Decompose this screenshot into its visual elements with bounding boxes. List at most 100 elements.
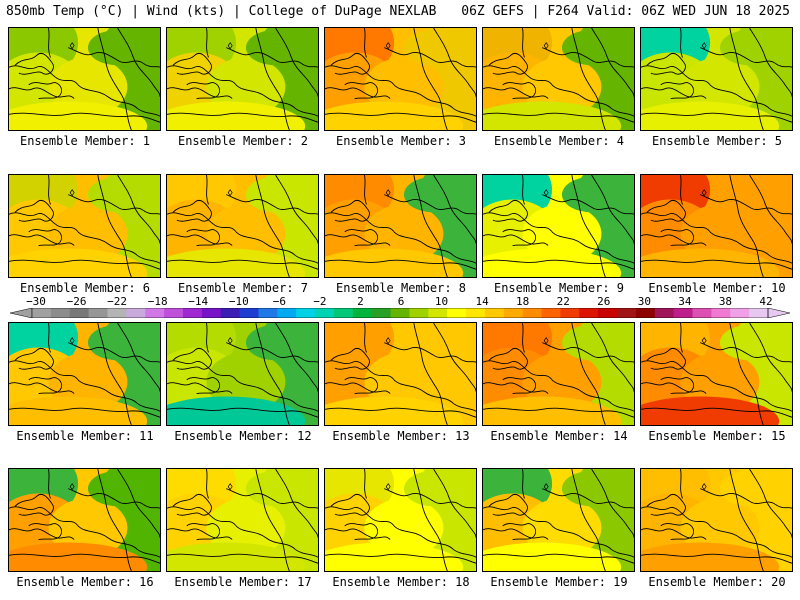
map-outline-line: [641, 528, 707, 540]
map-outline-line: [325, 87, 391, 99]
map-outline-line: [641, 65, 792, 117]
colorbar-segment: [201, 308, 222, 318]
temperature-field-region: [641, 248, 780, 277]
station-marker-icon: [227, 189, 233, 197]
colorbar-segment: [503, 308, 524, 318]
temperature-field-region: [719, 324, 780, 361]
map-outline-line: [641, 259, 792, 270]
map-outline-line: [226, 47, 318, 68]
temperature-field-region: [245, 470, 306, 507]
temperature-field-region: [167, 248, 306, 277]
map-outline-line: [68, 342, 160, 363]
colorbar-tick-label: −30: [26, 295, 46, 308]
temperature-field-region: [9, 248, 148, 277]
temperature-field-region: [87, 324, 148, 361]
colorbar-tick-label: −10: [228, 295, 249, 308]
ensemble-member-label: Ensemble Member: 18: [332, 575, 470, 589]
map-outline-line: [364, 175, 367, 205]
map-outline-line: [28, 229, 63, 247]
map-outline-line: [117, 28, 160, 97]
map-outline-line: [729, 469, 764, 571]
colorbar-segment: [182, 308, 203, 318]
map-outline-line: [641, 553, 792, 564]
colorbar-segment: [522, 308, 543, 318]
station-marker-icon: [701, 483, 707, 491]
ensemble-member-map: [640, 174, 793, 278]
map-outline-line: [591, 28, 634, 97]
map-outline-line: [167, 259, 318, 270]
temperature-field-region: [9, 396, 148, 425]
colorbar-tick-label: −26: [66, 295, 87, 308]
temperature-field-region: [719, 176, 780, 213]
map-outline-line: [413, 323, 448, 425]
temperature-field-region: [522, 498, 602, 558]
colorbar-right-arrow: [767, 308, 790, 318]
map-outline-line: [325, 360, 476, 412]
map-outline-line: [591, 323, 634, 392]
map-outline-line: [641, 212, 792, 264]
temperature-field-region: [403, 470, 464, 507]
map-outline-line: [646, 493, 686, 516]
map-outline-line: [641, 234, 707, 246]
map-outline-line: [488, 52, 528, 75]
ensemble-member-map: [8, 322, 161, 426]
map-outline-line: [9, 528, 75, 540]
map-outline-line: [542, 488, 634, 509]
map-outline-line: [28, 82, 63, 100]
colorbar-segment: [145, 308, 165, 318]
map-outline-line: [344, 377, 379, 395]
temperature-field-region: [561, 176, 622, 213]
temperature-colorbar: [10, 308, 790, 318]
ensemble-member-map: [482, 174, 635, 278]
ensemble-member-map: [324, 27, 477, 131]
temperature-field-region: [483, 248, 622, 277]
colorbar-segment: [673, 308, 694, 318]
colorbar-segment: [371, 308, 392, 318]
map-outline-line: [729, 323, 764, 425]
ensemble-member-label: Ensemble Member: 8: [335, 281, 467, 295]
map-outline-line: [364, 323, 367, 353]
temperature-map: [641, 323, 792, 425]
temperature-field-region: [325, 542, 464, 571]
map-outline-line: [167, 112, 318, 123]
map-outline-line: [97, 469, 132, 571]
map-outline-line: [167, 65, 318, 117]
map-outline-line: [488, 199, 528, 222]
colorbar-segment: [749, 308, 769, 318]
map-outline-line: [749, 323, 792, 392]
station-marker-icon: [543, 483, 549, 491]
map-outline-line: [749, 175, 792, 244]
map-outline-line: [660, 229, 695, 247]
colorbar-left-arrow: [10, 308, 33, 318]
map-outline-line: [641, 112, 792, 123]
ensemble-member-label: Ensemble Member: 5: [651, 134, 783, 148]
map-outline-line: [14, 52, 54, 75]
map-outline-line: [413, 175, 448, 277]
map-outline-line: [167, 407, 318, 418]
map-outline-line: [255, 28, 290, 130]
map-outline-line: [14, 493, 54, 516]
map-outline-line: [117, 175, 160, 244]
colorbar-segment: [333, 308, 354, 318]
map-outline-line: [167, 506, 318, 558]
map-outline-line: [483, 407, 634, 418]
map-outline-line: [384, 47, 476, 68]
map-outline-line: [680, 469, 683, 499]
temperature-field-region: [522, 204, 602, 264]
map-outline-line: [9, 382, 75, 394]
temperature-field-region: [364, 498, 444, 558]
ensemble-member-map: [166, 322, 319, 426]
map-outline-line: [433, 28, 476, 97]
temperature-map: [325, 323, 476, 425]
map-outline-line: [502, 229, 537, 247]
ensemble-member-map: [482, 322, 635, 426]
temperature-field-region: [680, 498, 760, 558]
station-marker-icon: [227, 337, 233, 345]
colorbar-segment: [447, 308, 467, 318]
map-outline-line: [433, 175, 476, 244]
temperature-field-region: [364, 57, 444, 117]
map-outline-line: [749, 469, 792, 538]
temperature-map: [641, 469, 792, 571]
map-outline-line: [522, 175, 525, 205]
temperature-field-region: [245, 324, 306, 361]
